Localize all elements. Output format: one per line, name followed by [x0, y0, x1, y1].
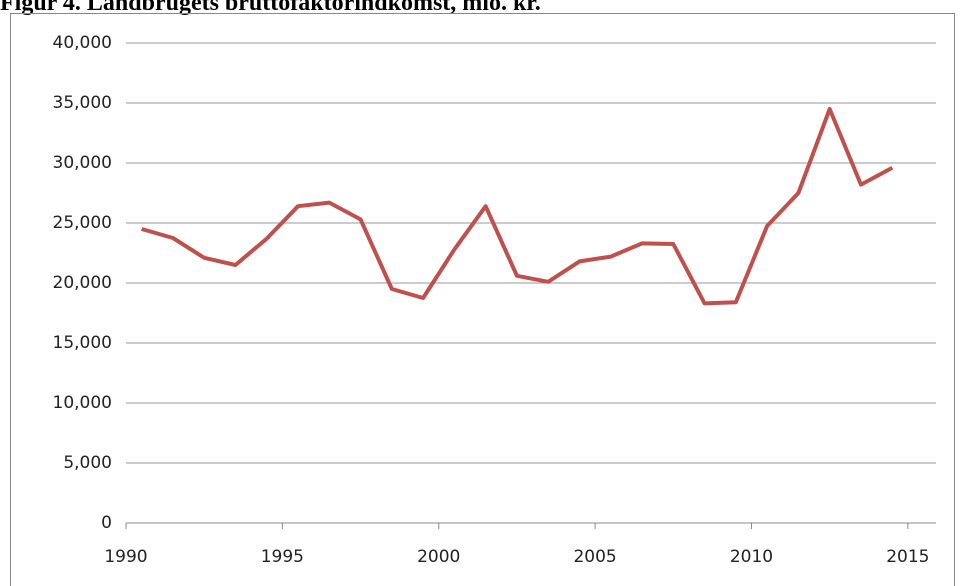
y-tick-label: 10,000	[53, 393, 112, 413]
x-tick-label: 1995	[261, 547, 304, 567]
y-tick-label: 15,000	[53, 333, 112, 353]
y-tick-label: 30,000	[53, 153, 112, 173]
x-tick-label: 2000	[417, 547, 460, 567]
y-tick-label: 35,000	[53, 93, 112, 113]
y-tick-label: 5,000	[63, 453, 112, 473]
data-line	[141, 107, 894, 306]
chart-frame	[10, 13, 955, 586]
y-tick-label: 40,000	[53, 33, 112, 53]
y-tick-label: 25,000	[53, 213, 112, 233]
y-tick-label: 0	[101, 513, 112, 533]
x-tick-label: 2015	[886, 547, 929, 567]
chart-title: Figur 4. Landbrugets bruttofaktorindkoms…	[0, 0, 541, 16]
x-tick-label: 2005	[573, 547, 616, 567]
x-tick-label: 1990	[104, 547, 147, 567]
x-tick-label: 2010	[730, 547, 773, 567]
y-tick-label: 20,000	[53, 273, 112, 293]
